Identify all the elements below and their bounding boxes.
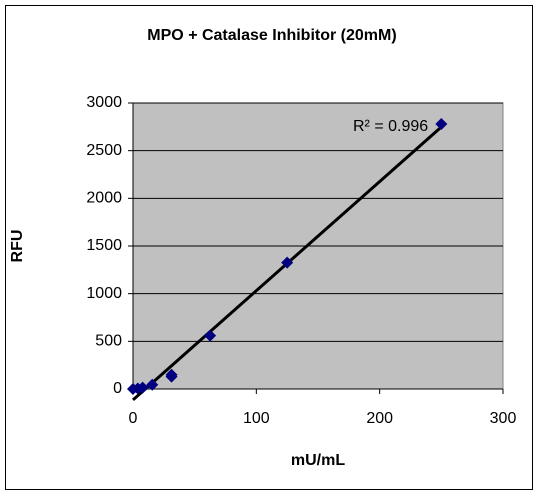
y-tick-label: 2000 (86, 190, 122, 207)
y-tick-label: 500 (95, 333, 122, 350)
marker (146, 378, 159, 391)
marker (435, 117, 448, 130)
y-tick-label: 0 (113, 380, 122, 397)
y-tick-label: 1500 (86, 237, 122, 254)
x-tick-label: 200 (366, 410, 393, 427)
chart-title: MPO + Catalase Inhibitor (20mM) (147, 27, 396, 44)
x-tick-label: 0 (129, 410, 138, 427)
y-tick-label: 2500 (86, 142, 122, 159)
marker (281, 256, 294, 269)
annotation: R² = 0.996 (353, 118, 428, 135)
x-axis-label: mU/mL (291, 452, 345, 469)
marker (136, 381, 149, 394)
y-axis-label: RFU (9, 230, 26, 263)
y-tick-label: 3000 (86, 94, 122, 111)
y-tick-label: 1000 (86, 285, 122, 302)
x-tick-label: 100 (243, 410, 270, 427)
x-tick-label: 300 (490, 410, 517, 427)
marker (165, 370, 178, 383)
marker (204, 329, 217, 342)
